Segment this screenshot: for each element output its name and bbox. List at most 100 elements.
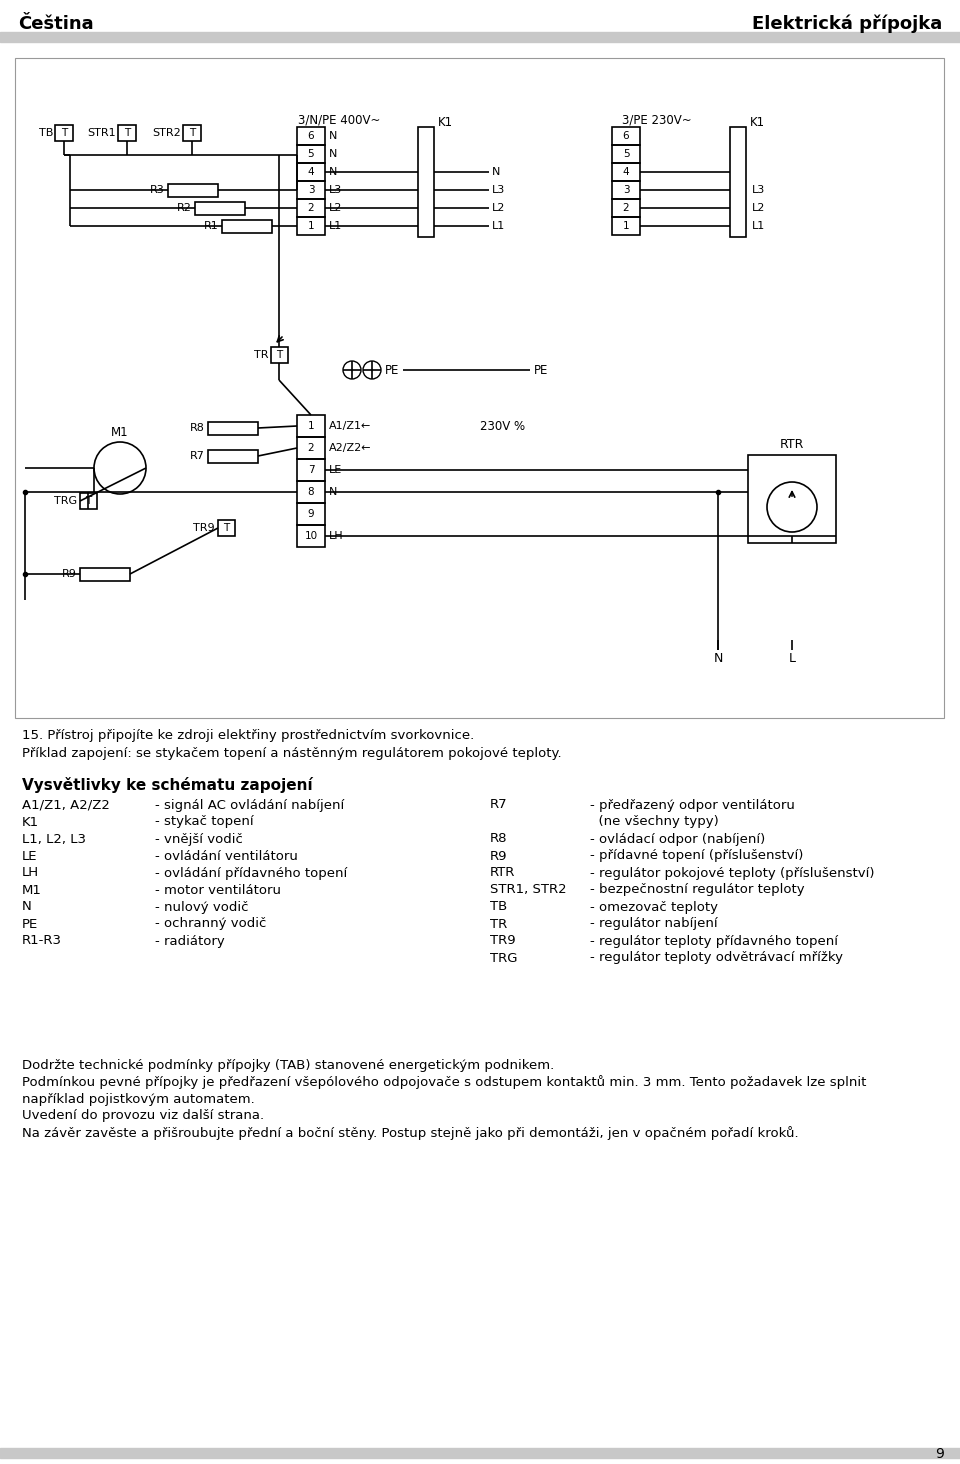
Text: - motor ventilátoru: - motor ventilátoru (155, 883, 281, 896)
Text: - ovládání přídavného topení: - ovládání přídavného topení (155, 867, 348, 880)
Text: N: N (329, 167, 337, 177)
Text: T: T (60, 127, 67, 138)
Text: R3: R3 (151, 184, 165, 195)
Text: K1: K1 (438, 116, 453, 129)
Text: - regulátor nabíjení: - regulátor nabíjení (590, 918, 718, 931)
Text: R1-R3: R1-R3 (22, 934, 62, 947)
Text: R8: R8 (490, 833, 508, 846)
Text: 6: 6 (623, 130, 630, 141)
Text: - regulátor teploty odvětrávací mřížky: - regulátor teploty odvětrávací mřížky (590, 952, 843, 965)
Text: 8: 8 (308, 488, 314, 496)
Text: L1: L1 (752, 221, 765, 231)
Text: T: T (84, 496, 91, 507)
Text: LH: LH (22, 867, 39, 880)
Bar (80, 493, 97, 509)
Text: RTR: RTR (490, 867, 516, 880)
Bar (118, 124, 136, 141)
Text: T: T (124, 127, 131, 138)
Text: 5: 5 (308, 149, 314, 160)
Text: R8: R8 (190, 423, 205, 433)
Bar (612, 127, 640, 145)
Text: - signál AC ovládání nabíjení: - signál AC ovládání nabíjení (155, 798, 345, 811)
Text: - přídavné topení (příslušenství): - přídavné topení (příslušenství) (590, 849, 804, 862)
Bar (183, 124, 201, 141)
Text: 9: 9 (308, 509, 314, 520)
Text: - ovládání ventilátoru: - ovládání ventilátoru (155, 849, 298, 862)
Text: L1, L2, L3: L1, L2, L3 (22, 833, 86, 846)
Bar (297, 482, 325, 504)
Bar (297, 199, 325, 217)
Text: A1/Z1←: A1/Z1← (329, 422, 372, 430)
Text: R7: R7 (490, 798, 508, 811)
Bar (55, 124, 73, 141)
Text: Elektrická přípojka: Elektrická přípojka (752, 15, 942, 34)
Bar (730, 127, 746, 237)
Text: - předřazený odpor ventilátoru: - předřazený odpor ventilátoru (590, 798, 795, 811)
Bar (222, 220, 272, 233)
Bar (208, 449, 258, 463)
Text: 6: 6 (308, 130, 314, 141)
Text: 2: 2 (308, 444, 314, 452)
Text: Na závěr zavěste a přišroubujte přední a boční stěny. Postup stejně jako při dem: Na závěr zavěste a přišroubujte přední a… (22, 1126, 799, 1140)
Text: TB: TB (38, 127, 53, 138)
Bar (297, 414, 325, 436)
Text: - ochranný vodič: - ochranný vodič (155, 918, 266, 931)
Text: Čeština: Čeština (18, 15, 94, 34)
Text: N: N (492, 167, 500, 177)
Bar (195, 202, 245, 215)
Text: - stykač topení: - stykač topení (155, 815, 253, 829)
Text: RTR: RTR (780, 439, 804, 451)
Text: L2: L2 (492, 203, 505, 212)
Text: K1: K1 (750, 116, 765, 129)
Text: 4: 4 (308, 167, 314, 177)
Text: 3: 3 (623, 184, 630, 195)
Text: K1: K1 (22, 815, 39, 829)
Text: L1: L1 (329, 221, 343, 231)
Text: 7: 7 (308, 466, 314, 474)
Text: 1: 1 (623, 221, 630, 231)
Bar (612, 199, 640, 217)
Text: - ovládací odpor (nabíjení): - ovládací odpor (nabíjení) (590, 833, 765, 846)
Text: 3/N/PE 400V~: 3/N/PE 400V~ (298, 114, 380, 126)
Text: (ne všechny typy): (ne všechny typy) (590, 815, 719, 829)
Bar (297, 504, 325, 526)
Text: 4: 4 (623, 167, 630, 177)
Text: LH: LH (329, 531, 344, 542)
Bar (297, 460, 325, 482)
Text: Dodržte technické podmínky přípojky (TAB) stanovené energetickým podnikem.: Dodržte technické podmínky přípojky (TAB… (22, 1058, 554, 1072)
Bar (80, 568, 130, 581)
Text: Uvedení do provozu viz další strana.: Uvedení do provozu viz další strana. (22, 1110, 264, 1123)
Text: TR9: TR9 (490, 934, 516, 947)
Text: L3: L3 (492, 184, 505, 195)
Text: 1: 1 (308, 221, 314, 231)
Text: R9: R9 (62, 569, 77, 578)
Bar (208, 422, 258, 435)
Text: 2: 2 (623, 203, 630, 212)
Text: - nulový vodič: - nulový vodič (155, 900, 249, 914)
Text: 10: 10 (304, 531, 318, 542)
Bar (418, 127, 434, 237)
Text: - regulátor pokojové teploty (příslušenství): - regulátor pokojové teploty (příslušens… (590, 867, 875, 880)
Text: L2: L2 (752, 203, 765, 212)
Text: N: N (329, 130, 337, 141)
Bar (218, 520, 235, 536)
Text: TRG: TRG (490, 952, 517, 965)
Text: - radiátory: - radiátory (155, 934, 225, 947)
Text: STR1, STR2: STR1, STR2 (490, 883, 566, 896)
Bar (297, 182, 325, 199)
Text: L3: L3 (752, 184, 765, 195)
Text: 1: 1 (308, 422, 314, 430)
Text: Podmínkou pevné přípojky je předřazení všepólového odpojovače s odstupem kontakt: Podmínkou pevné přípojky je předřazení v… (22, 1075, 866, 1089)
Text: - vnější vodič: - vnější vodič (155, 833, 243, 846)
Text: N: N (22, 900, 32, 914)
Text: L: L (788, 651, 796, 665)
Text: A2/Z2←: A2/Z2← (329, 444, 372, 452)
Bar (15, 59, 944, 717)
Text: 9: 9 (935, 1446, 944, 1461)
Bar (297, 526, 325, 548)
Text: 5: 5 (623, 149, 630, 160)
Text: například pojistkovým automatem.: například pojistkovým automatem. (22, 1092, 254, 1105)
Text: R2: R2 (178, 203, 192, 212)
Text: STR2: STR2 (153, 127, 181, 138)
Bar (0, 32, 960, 42)
